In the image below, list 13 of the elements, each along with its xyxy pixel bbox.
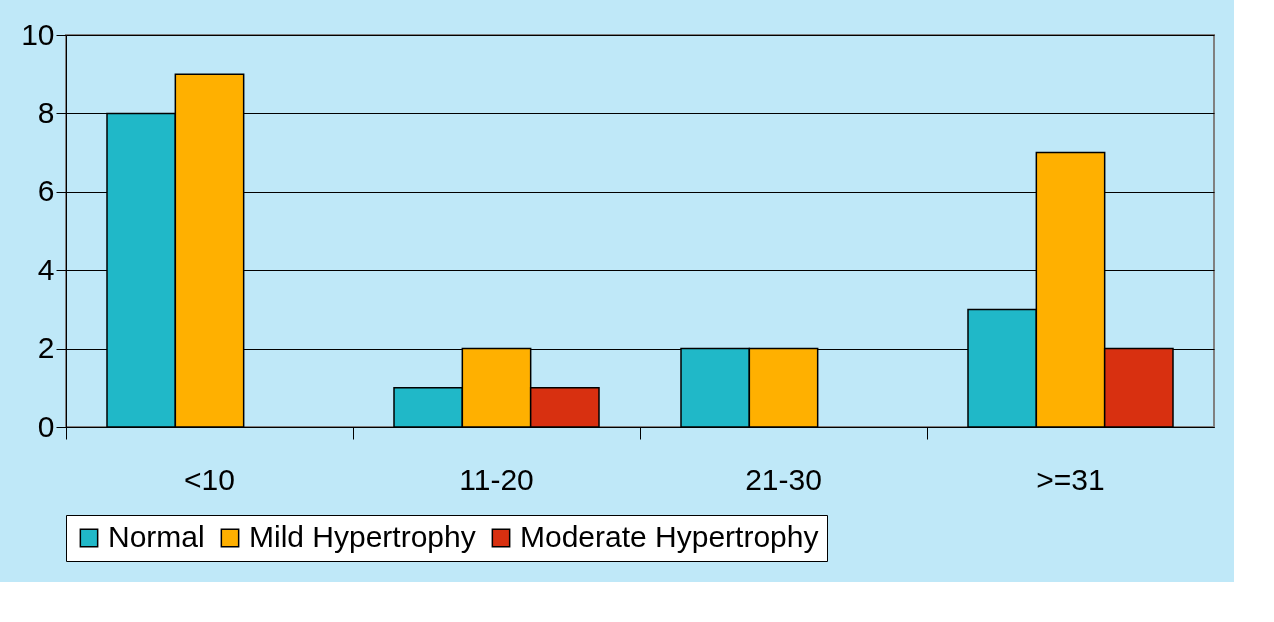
y-tick-label: 8 [37,95,55,129]
y-tick-label: 4 [37,252,55,286]
x-tick-label: <10 [184,462,235,496]
x-tick-label: >=31 [1036,462,1105,496]
x-tick-label: 21-30 [745,462,822,496]
legend-label: Mild Hypertrophy [249,520,476,553]
legend-label: Normal [108,520,205,553]
x-tick-label: 11-20 [459,462,534,496]
y-tick-label: 0 [37,409,55,443]
legend-label: Moderate Hypertrophy [520,520,819,553]
y-tick-label: 10 [21,17,55,51]
y-tick-label: 2 [37,331,55,365]
y-tick-label: 6 [37,174,55,208]
